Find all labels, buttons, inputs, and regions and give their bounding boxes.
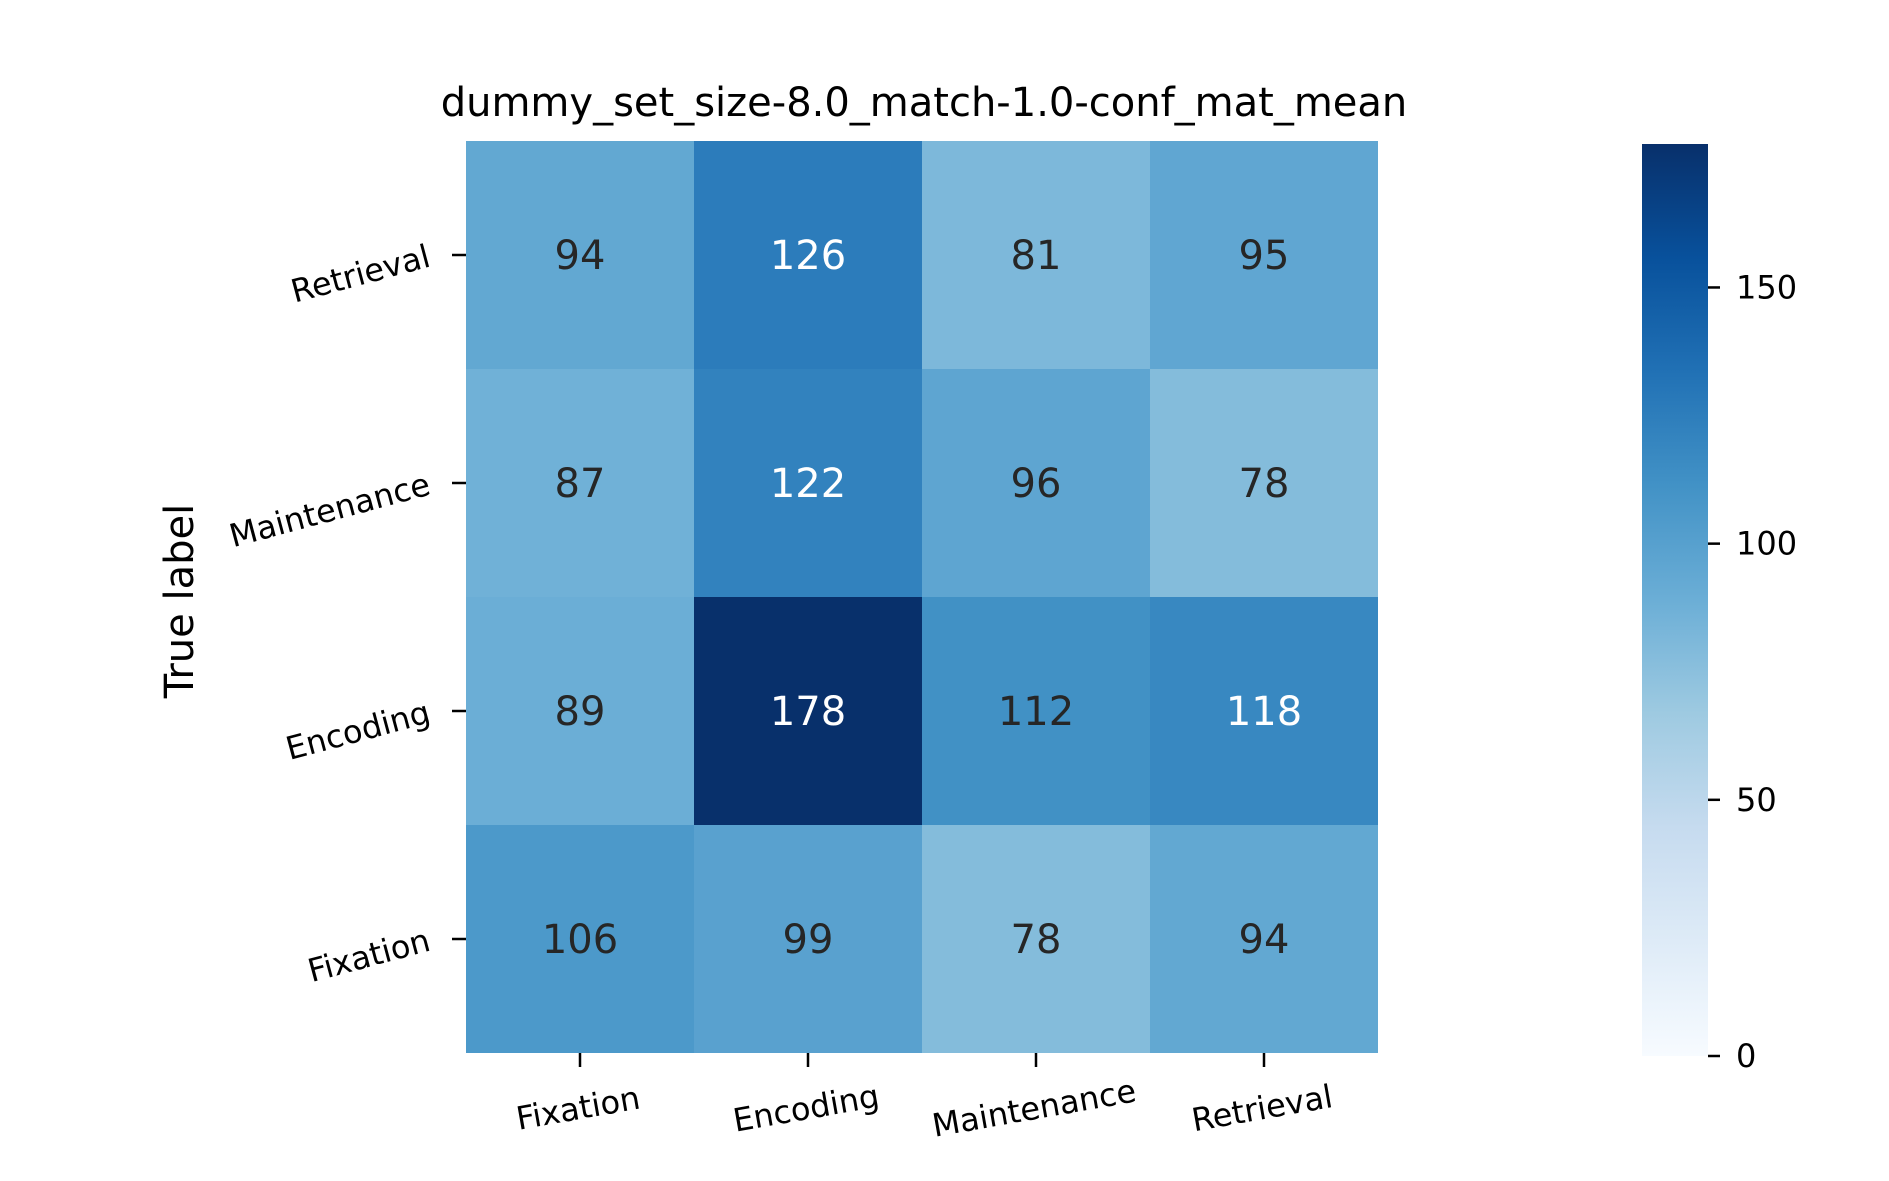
y-axis-ticks: Retrieval Maintenance Encoding Fixation: [225, 237, 466, 990]
colorbar-tick-label: 0: [1736, 1037, 1756, 1075]
heatmap-cell: [694, 141, 922, 369]
y-tick-label: Encoding: [282, 693, 434, 768]
cell-value-label: 87: [555, 461, 606, 507]
heatmap-cell: [694, 825, 922, 1053]
y-tick-label: Retrieval: [287, 237, 434, 311]
cell-value-label: 89: [555, 689, 606, 735]
cell-value-label: 178: [770, 689, 846, 735]
x-tick-label: Fixation: [513, 1079, 643, 1138]
cell-value-label: 126: [770, 233, 846, 279]
colorbar-tick-label: 50: [1736, 781, 1777, 819]
x-tick-label: Retrieval: [1189, 1077, 1336, 1139]
cell-value-label: 78: [1239, 461, 1290, 507]
colorbar: [1642, 144, 1708, 1056]
colorbar-ticks: 0 50 100 150: [1708, 268, 1797, 1075]
chart-title: dummy_set_size-8.0_match-1.0-conf_mat_me…: [441, 80, 1408, 126]
x-tick-label: Maintenance: [929, 1072, 1139, 1145]
y-axis-label: True label: [157, 504, 203, 699]
heatmap-cell: [694, 597, 922, 825]
cell-value-label: 94: [1239, 917, 1290, 963]
heatmap-cell: [466, 597, 694, 825]
heatmap-cell: [466, 369, 694, 597]
heatmap-cell: [466, 141, 694, 369]
heatmap-cells: 94 126 81 95 87 122 96 78 89 178 112 118 106 99 78 94: [466, 141, 1378, 1053]
cell-value-label: 78: [1011, 917, 1062, 963]
cell-value-label: 106: [542, 917, 618, 963]
cell-value-label: 118: [1226, 689, 1302, 735]
heatmap-cell: [1150, 141, 1378, 369]
heatmap-cell: [922, 597, 1150, 825]
cell-value-label: 95: [1239, 233, 1290, 279]
cell-value-label: 99: [783, 917, 834, 963]
cell-value-label: 122: [770, 461, 846, 507]
colorbar-tick-label: 150: [1736, 268, 1797, 306]
heatmap-cell: [466, 825, 694, 1053]
heatmap-cell: [922, 369, 1150, 597]
colorbar-tick-label: 100: [1736, 525, 1797, 563]
y-tick-label: Fixation: [304, 921, 434, 990]
cell-value-label: 81: [1011, 233, 1062, 279]
x-axis-ticks: Fixation Encoding Maintenance Retrieval: [513, 1053, 1335, 1145]
x-tick-label: Encoding: [730, 1077, 882, 1140]
cell-value-label: 112: [998, 689, 1074, 735]
heatmap-cell: [1150, 597, 1378, 825]
heatmap-cell: [922, 141, 1150, 369]
y-tick-label: Maintenance: [225, 465, 434, 555]
cell-value-label: 96: [1011, 461, 1062, 507]
cell-value-label: 94: [555, 233, 606, 279]
heatmap-cell: [1150, 825, 1378, 1053]
heatmap-cell: [1150, 369, 1378, 597]
heatmap-cell: [694, 369, 922, 597]
heatmap-cell: [922, 825, 1150, 1053]
